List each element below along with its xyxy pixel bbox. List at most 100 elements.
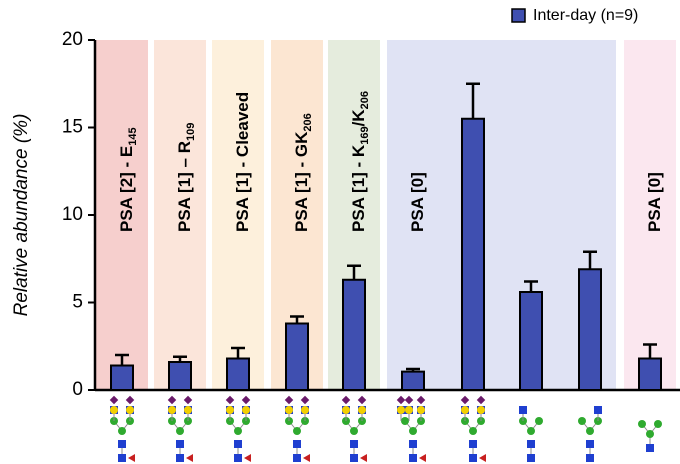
band-label-part: 169 [359, 126, 371, 144]
band-label-part: PSA [1] - Cleaved [233, 92, 252, 232]
glycan-fucose [244, 454, 251, 462]
bar [169, 362, 191, 390]
y-tick-label: 5 [72, 292, 83, 313]
glycan-hexose [301, 406, 309, 414]
glycan-sialic [126, 396, 134, 404]
band-label-part: PSA [2] - E [117, 146, 136, 232]
glycan-glcnac [118, 440, 126, 448]
glycan-glcnac [293, 454, 301, 462]
band-label-part: 206 [359, 91, 371, 109]
glycan-sialic [184, 396, 192, 404]
band-label: PSA [1] - Cleaved [233, 92, 252, 232]
y-tick-label: 10 [62, 204, 83, 225]
band-label-part: /K [349, 109, 368, 127]
glycan-hexose [586, 427, 594, 435]
glycan-hexose [654, 420, 662, 428]
bar [286, 324, 308, 391]
bar [227, 359, 249, 391]
glycan-glcnac [469, 454, 477, 462]
glycan-hexose [469, 427, 477, 435]
glycan-hexose [234, 427, 242, 435]
glycan-glcnac [293, 440, 301, 448]
glycan-hexose [350, 427, 358, 435]
glycan-sialic [226, 396, 234, 404]
glycan-glcnac [176, 440, 184, 448]
band-label: PSA [0] [645, 172, 664, 232]
band-label-part: PSA [1] - K [349, 144, 368, 232]
glycan-glcnac [646, 444, 654, 452]
glycan-fucose [186, 454, 193, 462]
glycan-fucose [479, 454, 486, 462]
glycan-hexose [535, 417, 543, 425]
glycan-sialic [110, 396, 118, 404]
glycan-hexose [126, 406, 134, 414]
glycan-hexose [405, 406, 413, 414]
band-label-part: 145 [127, 127, 139, 145]
bar [111, 366, 133, 391]
glycan-sialic [477, 396, 485, 404]
bar [402, 372, 424, 390]
glycan-sialic [168, 396, 176, 404]
glycan-sialic [242, 396, 250, 404]
y-tick-label: 20 [62, 29, 83, 50]
legend-label: Inter-day (n=9) [533, 7, 638, 24]
glycan-hexose [578, 417, 586, 425]
glycan-glcnac [350, 440, 358, 448]
glycan-hexose [118, 427, 126, 435]
band-label-part: PSA [0] [408, 172, 427, 232]
glycan-hexose [342, 406, 350, 414]
glycan-glcnac [176, 454, 184, 462]
glycan-fucose [419, 454, 426, 462]
glycan-sialic [301, 396, 309, 404]
glycan-hexose [527, 427, 535, 435]
glycan-sialic [461, 396, 469, 404]
glycan-sialic [405, 396, 413, 404]
bar [520, 292, 542, 390]
glycan-glcnac [234, 454, 242, 462]
glycan-hexose [226, 406, 234, 414]
glycan-glcnac [519, 406, 527, 414]
glycan-fucose [128, 454, 135, 462]
glycan-glcnac [350, 454, 358, 462]
y-tick-label: 0 [72, 379, 83, 400]
bar [579, 269, 601, 390]
glycan-hexose [168, 406, 176, 414]
glycan-fucose [303, 454, 310, 462]
glycan-hexose [397, 406, 405, 414]
glycan-hexose [358, 406, 366, 414]
glycan-hexose [110, 406, 118, 414]
glycan-hexose [417, 406, 425, 414]
glycan-hexose [401, 417, 409, 425]
band-label: PSA [0] [408, 172, 427, 232]
glycan-fucose [360, 454, 367, 462]
glycan-hexose [461, 406, 469, 414]
glycan-glcnac [234, 440, 242, 448]
band-label-part: PSA [0] [645, 172, 664, 232]
glycan-glcnac [527, 454, 535, 462]
glycan-sialic [358, 396, 366, 404]
glycan-sialic [417, 396, 425, 404]
glycan-sialic [342, 396, 350, 404]
bar [639, 359, 661, 391]
glycan-glcnac [409, 440, 417, 448]
bar [462, 119, 484, 390]
glycan-hexose [293, 427, 301, 435]
glycan-hexose [409, 427, 417, 435]
glycan-glcnac [586, 454, 594, 462]
glycan-glcnac [409, 454, 417, 462]
glycan-glcnac [527, 440, 535, 448]
glycan-glcnac [594, 406, 602, 414]
legend-swatch [512, 9, 525, 22]
glycan-hexose [176, 427, 184, 435]
band-label: PSA [1] - K169/K206 [349, 91, 370, 232]
glycan-glcnac [118, 454, 126, 462]
glycan-hexose [477, 406, 485, 414]
y-tick-label: 15 [62, 117, 83, 138]
band-label-part: PSA [1] – R [175, 141, 194, 232]
glycan-glcnac [469, 440, 477, 448]
band-label-part: 206 [302, 113, 314, 131]
glycan-hexose [242, 406, 250, 414]
band-label-part: PSA [1] - GK [292, 131, 311, 232]
glycan-hexose [646, 430, 654, 438]
glycan-hexose [285, 406, 293, 414]
